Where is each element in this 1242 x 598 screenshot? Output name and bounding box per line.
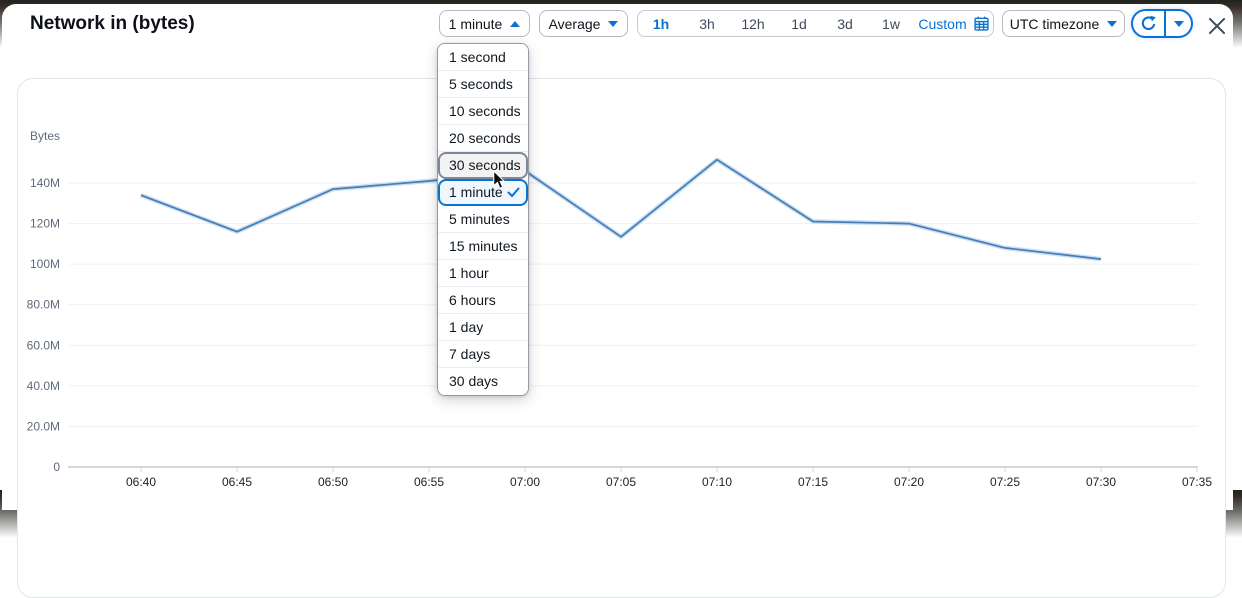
- period-menu-item-label: 5 minutes: [449, 207, 510, 232]
- period-menu-item[interactable]: 15 minutes: [438, 233, 528, 260]
- refresh-options-button[interactable]: [1166, 11, 1191, 36]
- period-menu-item[interactable]: 5 minutes: [438, 206, 528, 233]
- statistic-dropdown-label: Average: [549, 16, 601, 32]
- period-dropdown-label: 1 minute: [449, 16, 503, 32]
- calendar-icon: [974, 16, 989, 31]
- period-menu-item-label: 30 days: [449, 369, 498, 394]
- period-menu-item[interactable]: 1 day: [438, 314, 528, 341]
- chart-panel: [17, 78, 1226, 598]
- statistic-dropdown-button[interactable]: Average: [539, 10, 628, 37]
- custom-range-label: Custom: [918, 16, 966, 32]
- time-range-1h[interactable]: 1h: [638, 16, 684, 32]
- check-icon: [507, 187, 520, 198]
- period-menu-item-label: 20 seconds: [449, 126, 521, 151]
- period-menu-item[interactable]: 1 hour: [438, 260, 528, 287]
- refresh-button[interactable]: [1133, 11, 1166, 36]
- close-icon: [1208, 17, 1226, 35]
- period-menu-item[interactable]: 1 second: [438, 44, 528, 71]
- time-range-custom-button[interactable]: Custom: [914, 16, 993, 32]
- period-menu-item[interactable]: 5 seconds: [438, 71, 528, 98]
- time-range-3h[interactable]: 3h: [684, 16, 730, 32]
- period-menu-item-label: 1 minute: [449, 181, 503, 204]
- period-menu-item[interactable]: 30 days: [438, 368, 528, 395]
- period-menu-item-label: 5 seconds: [449, 72, 513, 97]
- refresh-split-button: [1131, 9, 1193, 38]
- time-range-1d[interactable]: 1d: [776, 16, 822, 32]
- timezone-dropdown-button[interactable]: UTC timezone: [1002, 10, 1125, 37]
- time-range-1w[interactable]: 1w: [868, 16, 914, 32]
- timezone-dropdown-label: UTC timezone: [1010, 16, 1099, 32]
- chevron-down-icon: [1174, 21, 1184, 27]
- period-dropdown-button[interactable]: 1 minute: [439, 10, 530, 37]
- time-range-12h[interactable]: 12h: [730, 16, 776, 32]
- period-menu-item[interactable]: 6 hours: [438, 287, 528, 314]
- chevron-down-icon: [608, 21, 618, 27]
- period-menu-item[interactable]: 10 seconds: [438, 98, 528, 125]
- period-menu-item-label: 1 day: [449, 315, 483, 340]
- chevron-down-icon: [1107, 21, 1117, 27]
- chevron-up-icon: [510, 21, 520, 27]
- period-menu-item[interactable]: 1 minute: [438, 179, 528, 206]
- period-menu-item-label: 10 seconds: [449, 99, 521, 124]
- period-menu-item[interactable]: 7 days: [438, 341, 528, 368]
- page-title: Network in (bytes): [30, 13, 195, 35]
- close-button[interactable]: [1206, 15, 1228, 37]
- period-menu-item[interactable]: 30 seconds: [438, 152, 528, 179]
- period-menu-item-label: 30 seconds: [449, 154, 521, 177]
- period-menu-item-label: 1 second: [449, 45, 506, 70]
- refresh-icon: [1140, 15, 1157, 32]
- time-range-3d[interactable]: 3d: [822, 16, 868, 32]
- period-menu-item[interactable]: 20 seconds: [438, 125, 528, 152]
- period-menu-item-label: 7 days: [449, 342, 490, 367]
- period-menu-item-label: 15 minutes: [449, 234, 517, 259]
- period-menu-item-label: 6 hours: [449, 288, 496, 313]
- period-menu-item-label: 1 hour: [449, 261, 489, 286]
